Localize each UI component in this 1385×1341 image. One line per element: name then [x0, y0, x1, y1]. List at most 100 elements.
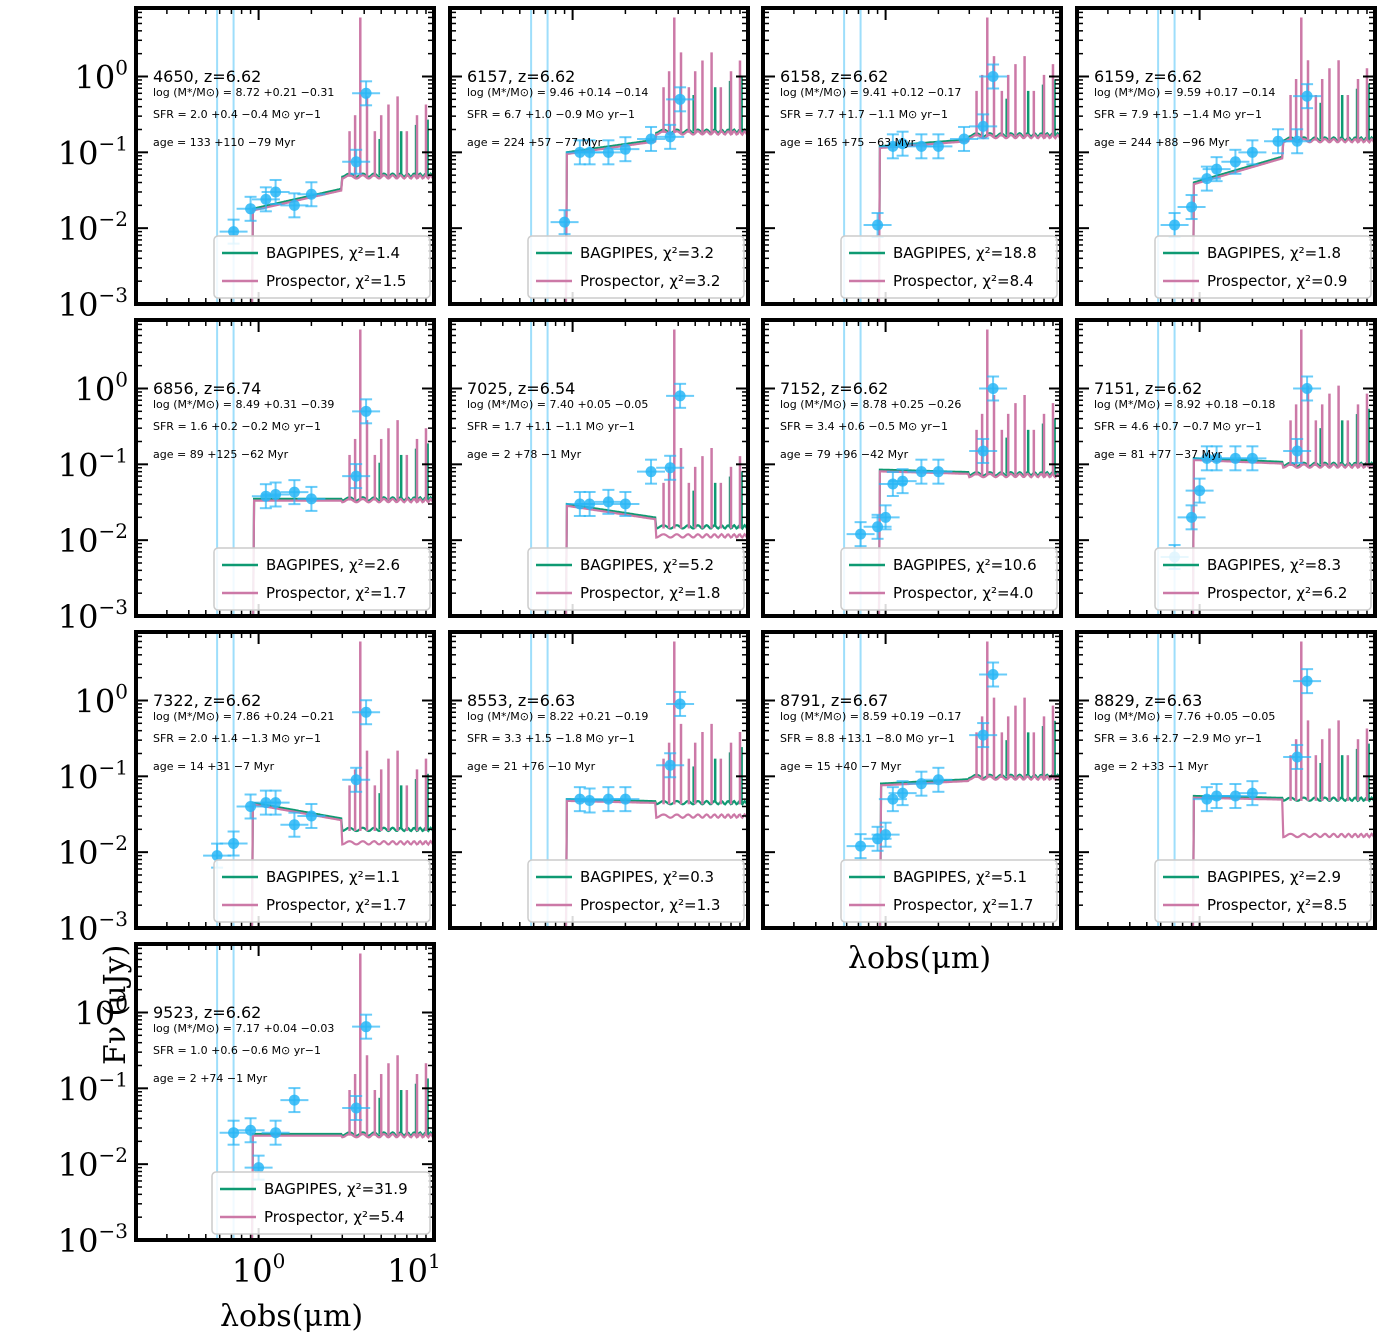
age-label: age = 2 +33 −1 Myr: [1094, 760, 1209, 773]
photometry-point: [1291, 751, 1303, 763]
sfr-label: SFR = 1.0 +0.6 −0.6 M⊙ yr−1: [153, 1044, 321, 1057]
sfr-label: SFR = 7.9 +1.5 −1.4 M⊙ yr−1: [1094, 108, 1262, 121]
legend-prospector-label: Prospector, χ²=1.7: [266, 896, 406, 914]
x-tick-label: 100: [232, 1249, 285, 1290]
bagpipes-model-line: [250, 171, 434, 304]
photometry-point: [1291, 445, 1303, 457]
photometry-point: [1186, 511, 1198, 523]
sfr-label: SFR = 6.7 +1.0 −0.9 M⊙ yr−1: [467, 108, 635, 121]
photometry-point: [245, 203, 257, 215]
photometry-point: [260, 193, 272, 205]
legend-prospector-label: Prospector, χ²=1.3: [580, 896, 720, 914]
y-tick-label: 10−1: [58, 443, 128, 484]
legend-prospector-label: Prospector, χ²=1.8: [580, 584, 720, 602]
photometry-point: [1229, 452, 1241, 464]
stellar-mass-label: log (M*/M⊙) = 8.92 +0.18 −0.18: [1094, 398, 1275, 411]
legend-bagpipes-label: BAGPIPES, χ²=5.1: [893, 868, 1027, 886]
bagpipes-model-line: [1191, 457, 1375, 616]
panel-title: 8553, z=6.63: [467, 691, 575, 710]
age-label: age = 165 +75 −63 Myr: [780, 136, 916, 149]
photometry-point: [958, 133, 970, 145]
legend-box: [840, 547, 1058, 611]
photometry-point: [228, 1127, 240, 1139]
stellar-mass-label: log (M*/M⊙) = 8.59 +0.19 −0.17: [780, 710, 961, 723]
age-label: age = 15 +40 −7 Myr: [780, 760, 902, 773]
bagpipes-model-line: [251, 495, 434, 616]
legend-box: [213, 859, 431, 923]
photometry-point: [987, 70, 999, 82]
stellar-mass-label: log (M*/M⊙) = 7.86 +0.24 −0.21: [153, 710, 334, 723]
photometry-point: [619, 498, 631, 510]
legend-prospector-label: Prospector, χ²=5.4: [264, 1208, 404, 1226]
photometry-point: [1169, 219, 1181, 231]
photometry-point: [253, 1162, 265, 1174]
photometry-point: [350, 156, 362, 168]
legend-bagpipes-label: BAGPIPES, χ²=1.1: [266, 868, 400, 886]
photometry-point: [228, 838, 240, 850]
legend-prospector-label: Prospector, χ²=8.4: [893, 272, 1033, 290]
photometry-point: [932, 774, 944, 786]
bagpipes-model-line: [250, 801, 434, 928]
photometry-point: [360, 405, 372, 417]
stellar-mass-label: log (M*/M⊙) = 8.49 +0.31 −0.39: [153, 398, 334, 411]
panel-title: 8829, z=6.63: [1094, 691, 1202, 710]
photometry-point: [855, 528, 867, 540]
photometry-point: [897, 138, 909, 150]
legend-prospector-label: Prospector, χ²=1.7: [266, 584, 406, 602]
photometry-point: [350, 470, 362, 482]
legend-box: [840, 859, 1058, 923]
photometry-point: [872, 521, 884, 533]
prospector-model-line: [564, 799, 748, 928]
panel-title: 7151, z=6.62: [1094, 379, 1202, 398]
stellar-mass-label: log (M*/M⊙) = 8.72 +0.21 −0.31: [153, 86, 334, 99]
photometry-point: [1301, 675, 1313, 687]
photometry-point: [305, 188, 317, 200]
prospector-model-line: [564, 129, 748, 304]
panel-title: 6157, z=6.62: [467, 67, 575, 86]
legend-bagpipes-label: BAGPIPES, χ²=8.3: [1207, 556, 1341, 574]
photometry-point: [245, 801, 257, 813]
photometry-point: [1211, 790, 1223, 802]
prospector-model-line: [1191, 796, 1375, 928]
legend-box: [527, 859, 745, 923]
legend-prospector-label: Prospector, χ²=3.2: [580, 272, 720, 290]
y-tick-label: 100: [75, 679, 128, 720]
panel-title: 6159, z=6.62: [1094, 67, 1202, 86]
photometry-point: [932, 466, 944, 478]
photometry-point: [932, 140, 944, 152]
photometry-point: [602, 496, 614, 508]
stellar-mass-label: log (M*/M⊙) = 7.17 +0.04 −0.03: [153, 1022, 334, 1035]
photometry-point: [574, 793, 586, 805]
x-axis-label-middle: λobs(μm): [848, 941, 991, 976]
photometry-point: [880, 829, 892, 841]
photometry-point: [1301, 90, 1313, 102]
photometry-point: [664, 462, 676, 474]
photometry-point: [897, 787, 909, 799]
photometry-point: [1291, 135, 1303, 147]
photometry-point: [987, 669, 999, 681]
sfr-label: SFR = 4.6 +0.7 −0.7 M⊙ yr−1: [1094, 420, 1262, 433]
photometry-point: [360, 87, 372, 99]
legend-bagpipes-label: BAGPIPES, χ²=2.6: [266, 556, 400, 574]
photometry-point: [1246, 787, 1258, 799]
photometry-point: [664, 759, 676, 771]
photometry-point: [270, 186, 282, 198]
photometry-point: [987, 382, 999, 394]
sfr-label: SFR = 3.4 +0.6 −0.5 M⊙ yr−1: [780, 420, 948, 433]
photometry-point: [360, 706, 372, 718]
x-tick-label: 101: [387, 1249, 440, 1290]
sfr-label: SFR = 7.7 +1.7 −1.1 M⊙ yr−1: [780, 108, 948, 121]
bagpipes-model-line: [564, 127, 748, 304]
panel-title: 7025, z=6.54: [467, 379, 575, 398]
photometry-point: [228, 226, 240, 238]
photometry-point: [915, 466, 927, 478]
stellar-mass-label: log (M*/M⊙) = 7.40 +0.05 −0.05: [467, 398, 648, 411]
panel-title: 8791, z=6.67: [780, 691, 888, 710]
legend-bagpipes-label: BAGPIPES, χ²=1.4: [266, 244, 400, 262]
legend-bagpipes-label: BAGPIPES, χ²=31.9: [264, 1180, 408, 1198]
photometry-point: [559, 216, 571, 228]
